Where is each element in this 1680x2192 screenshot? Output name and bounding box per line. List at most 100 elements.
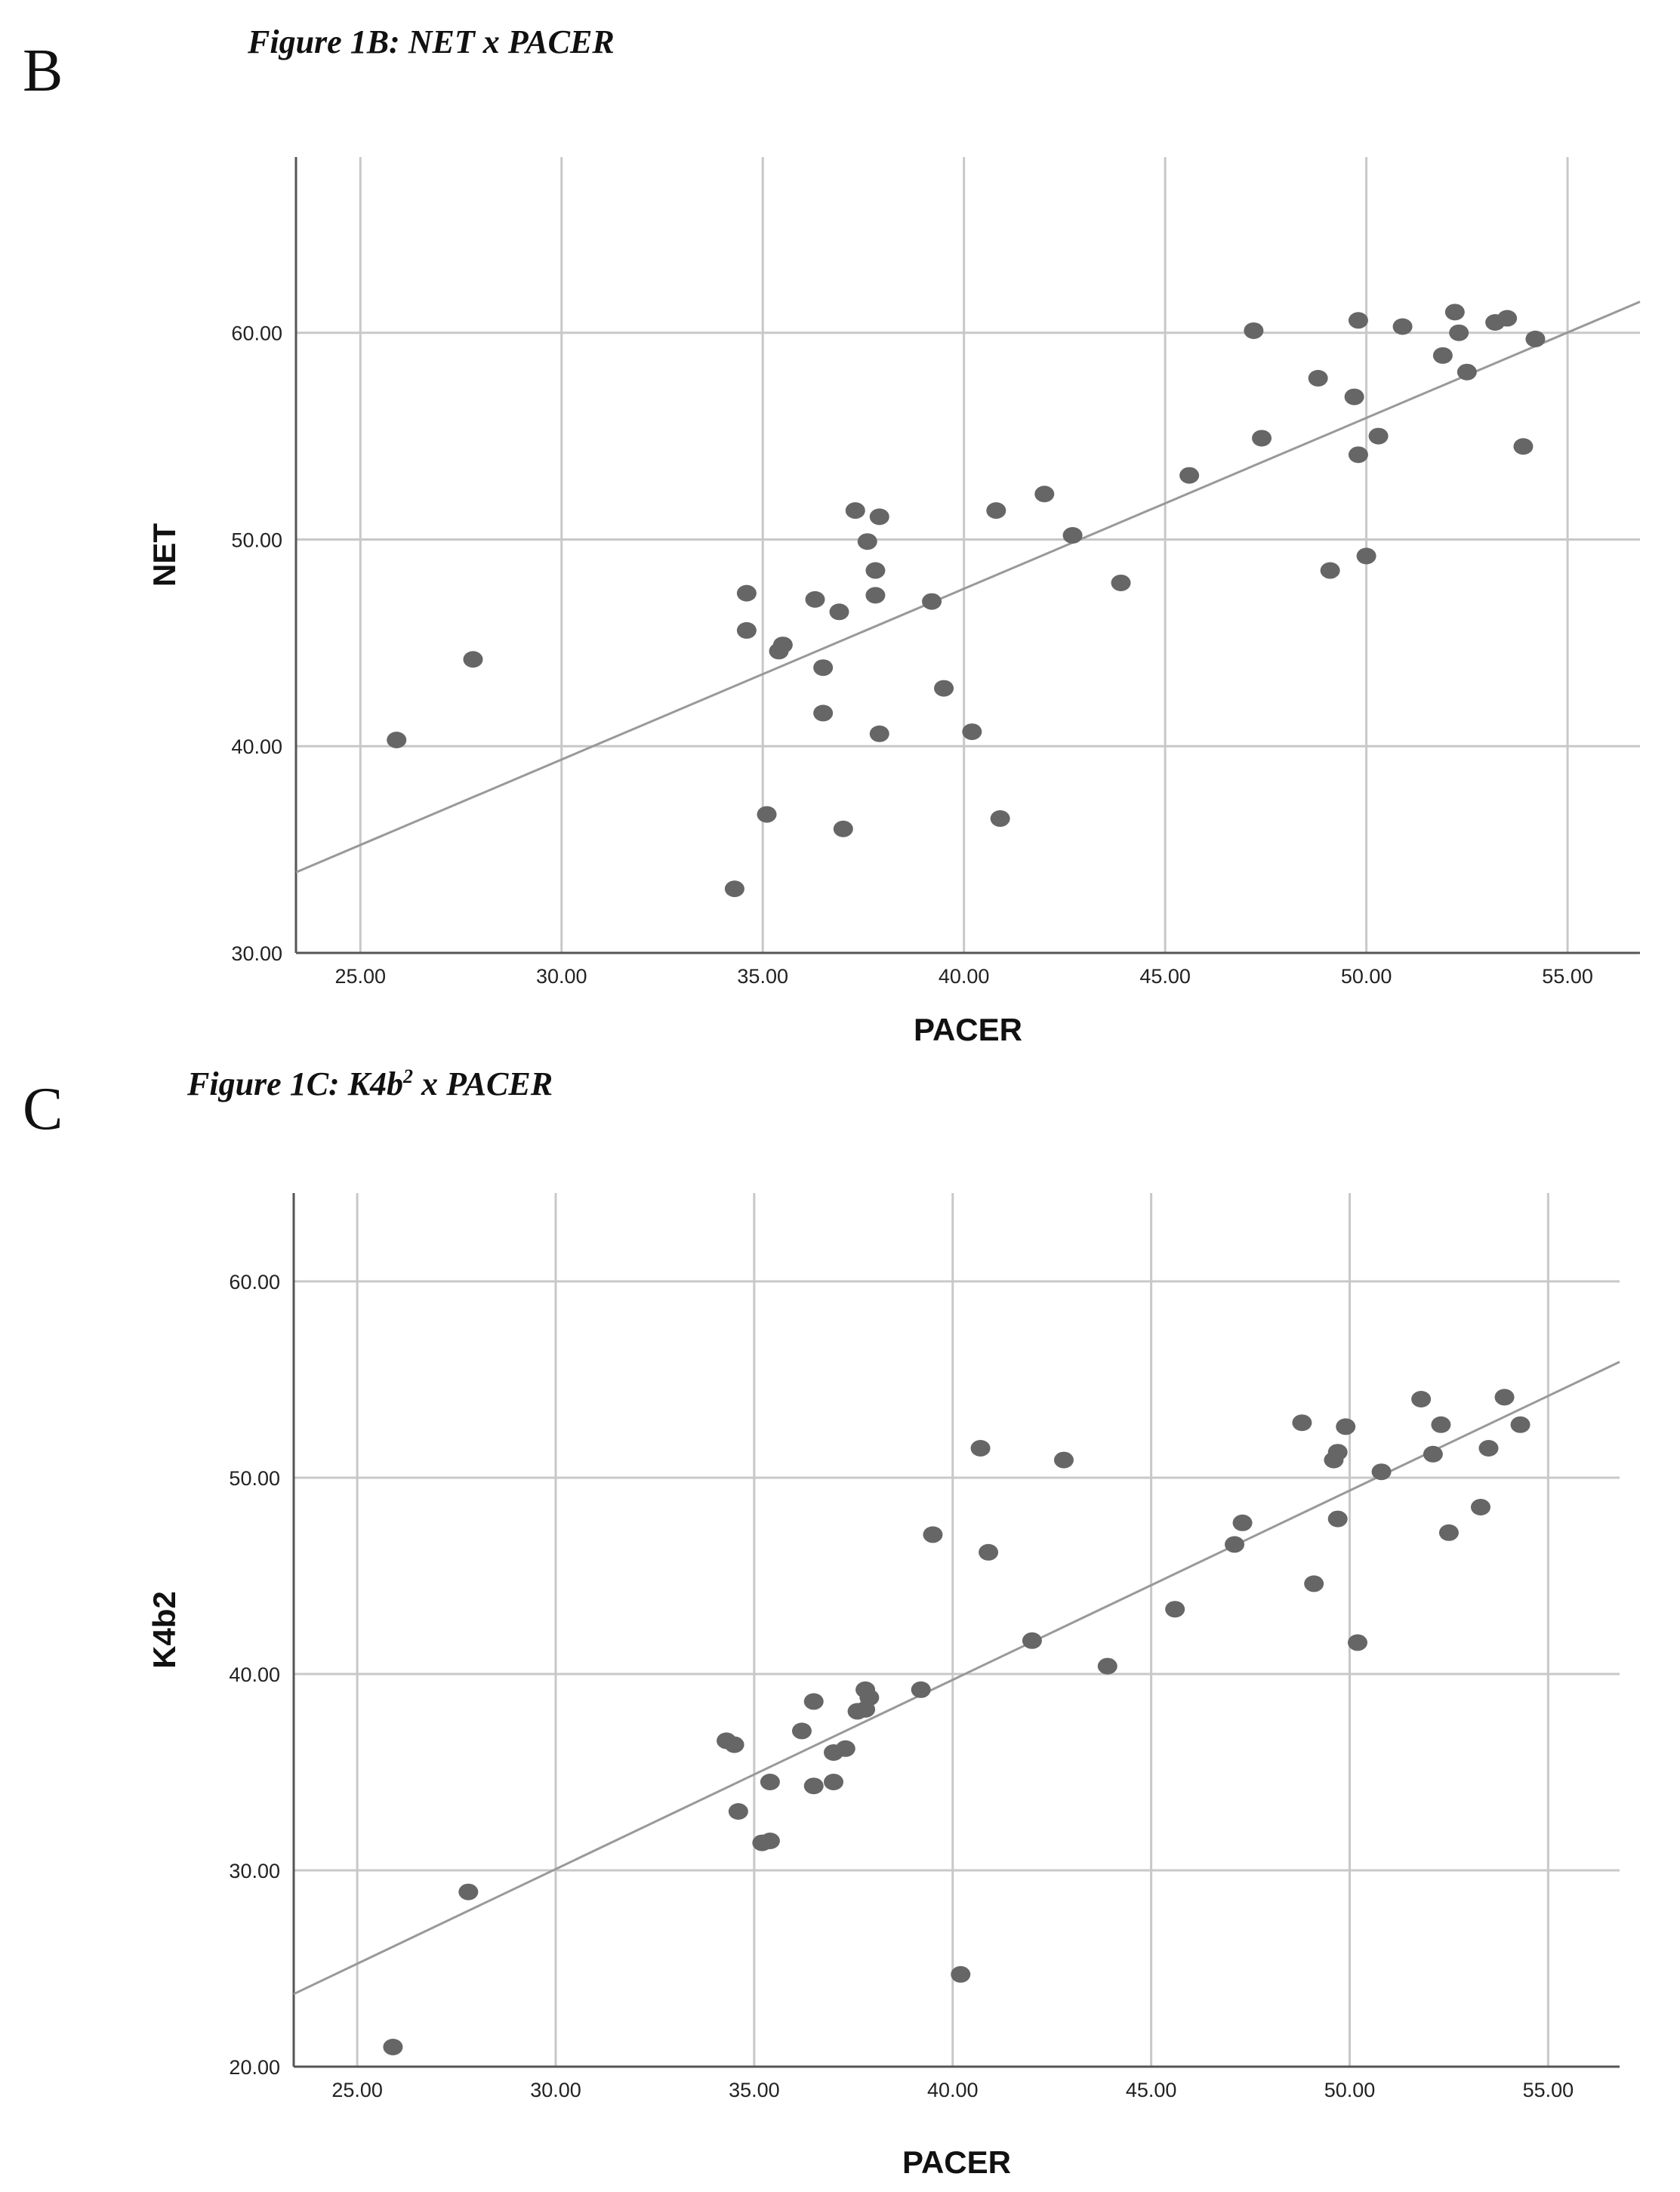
panel-b-y-axis-label: NET [146,523,182,587]
panel-b-data-point [757,806,777,823]
panel-c-y-axis-label: K4b2 [146,1591,182,1669]
panel-b-data-point [736,621,757,639]
panel-c-data-point [911,1681,931,1698]
panel-b-letter: B [23,38,63,104]
panel-b-data-point [833,820,853,837]
panel-b-data-point [1368,427,1389,445]
panel-b-data-point [865,587,886,604]
panel-b-data-point [845,502,865,519]
panel-c-data-point [1304,1575,1324,1592]
panel-b-data-point [829,603,849,621]
panel-c-data-point [1510,1416,1530,1433]
panel-c-data-point [1053,1451,1074,1469]
panel-c-data-point [1327,1444,1348,1461]
panel-c-data-point [1431,1416,1451,1433]
panel-b-data-point [1392,318,1413,335]
panel-b-x-tick-label: 40.00 [939,965,990,988]
panel-c-x-tick-label: 25.00 [331,2079,383,2101]
panel-c-y-tick-label: 40.00 [229,1663,280,1686]
panel-b-data-point [813,659,834,677]
panel-c-data-point [1225,1536,1245,1553]
panel-b-data-point [986,502,1006,519]
panel-c-title-tail: x PACER [413,1065,553,1102]
panel-b-data-point [1034,486,1055,503]
panel-b-data-point [1457,363,1477,381]
panel-c-data-point [1470,1499,1490,1515]
panel-c-y-tick-label: 20.00 [229,2056,280,2079]
panel-c-data-point [1292,1414,1312,1432]
panel-b-title: Figure 1B: NET x PACER [247,23,615,60]
panel-c-y-tick-label: 50.00 [229,1467,280,1490]
panel-c-data-point [728,1803,748,1820]
panel-c-title-superscript: 2 [402,1065,413,1087]
panel-b-x-axis-label: PACER [914,1012,1022,1047]
panel-c-data-point [1097,1657,1117,1675]
panel-c-fit-line [293,1361,1620,1996]
panel-b-data-point [1244,322,1264,339]
panel-c-y-tick-label: 60.00 [229,1271,280,1293]
panel-c-data-point [1494,1389,1515,1406]
panel-b-data-point [1179,467,1200,484]
panel-b-data-point [1252,430,1272,447]
panel-c-x-axis-label: PACER [902,2144,1011,2180]
panel-c-data-point [1336,1418,1356,1435]
panel-c-data-point [724,1736,744,1753]
panel-c-x-tick-label: 55.00 [1523,2079,1574,2101]
panel-b-data-point [1348,446,1368,464]
panel-b-y-tick-label: 60.00 [231,322,282,345]
panel-b-fit-line [295,301,1641,874]
panel-c-data-point [979,1543,999,1561]
panel-c-data-point [1371,1463,1392,1481]
panel-c-data-point [760,1774,780,1790]
panel-b-plot-area: 25.00 30.00 35.00 40.00 45.00 50.00 55.00 30.00… [146,157,1641,1047]
panel-c-data-point [923,1526,943,1543]
panel-b-data-point [962,723,982,741]
panel-b-data-point [1444,304,1465,321]
panel-c-data-point [458,1883,479,1901]
panel-c-x-tick-label: 45.00 [1126,2079,1177,2101]
panel-b: B Figure 1B: NET x PACER 25.00 30.00 35.00… [23,23,1641,1047]
panel-b-data-point [387,732,407,749]
panel-b-x-tick-label: 25.00 [334,965,386,988]
panel-c-title: Figure 1C: K4b2 x PACER [186,1065,553,1102]
panel-c-x-tick-label: 40.00 [927,2079,979,2101]
panel-b-data-point [1356,547,1376,565]
panel-c-data-point [1438,1524,1459,1541]
panel-b-data-point [922,593,942,610]
panel-c-data-point [835,1740,855,1757]
panel-c-data-point [824,1774,844,1790]
panel-b-data-point [813,704,834,722]
panel-c-data-point [803,1777,824,1795]
panel-c-data-point [1327,1510,1348,1528]
panel-b-x-tick-label: 35.00 [737,965,788,988]
panel-b-data-point [1111,574,1131,591]
panel-b-data-point [1525,330,1546,347]
panel-b-data-point [736,584,757,602]
panel-b-data-point [1308,369,1328,387]
panel-c-y-tick-label: 30.00 [229,1860,280,1882]
panel-b-y-tick-label: 50.00 [231,529,282,551]
panel-c-x-tick-label: 50.00 [1324,2079,1376,2101]
panel-c-data-point [970,1440,991,1457]
panel-c-data-point [1348,1634,1368,1651]
panel-b-x-tick-label: 55.00 [1542,965,1593,988]
panel-b-y-tick-label: 40.00 [231,735,282,758]
panel-c-data-point [1165,1601,1185,1618]
panel-b-data-point [1348,312,1368,329]
panel-b-data-point [1513,438,1534,455]
panel-b-y-tick-label: 30.00 [231,942,282,965]
panel-b-data-point [990,810,1010,828]
panel-c-data-point [1411,1391,1432,1407]
panel-c-x-tick-label: 35.00 [729,2079,780,2101]
panel-c-data-point [383,2039,403,2055]
panel-c-data-point [1022,1632,1042,1649]
panel-c-letter: C [23,1076,63,1142]
panel-b-data-point [1449,324,1469,341]
panel-c-data-point [803,1693,824,1710]
panel-b-data-point [772,637,793,654]
panel-c-data-point [859,1689,880,1706]
panel-b-data-point [463,651,483,668]
panel-c-data-point [760,1833,780,1849]
panel-c-title-main: Figure 1C: K4b [186,1065,403,1102]
